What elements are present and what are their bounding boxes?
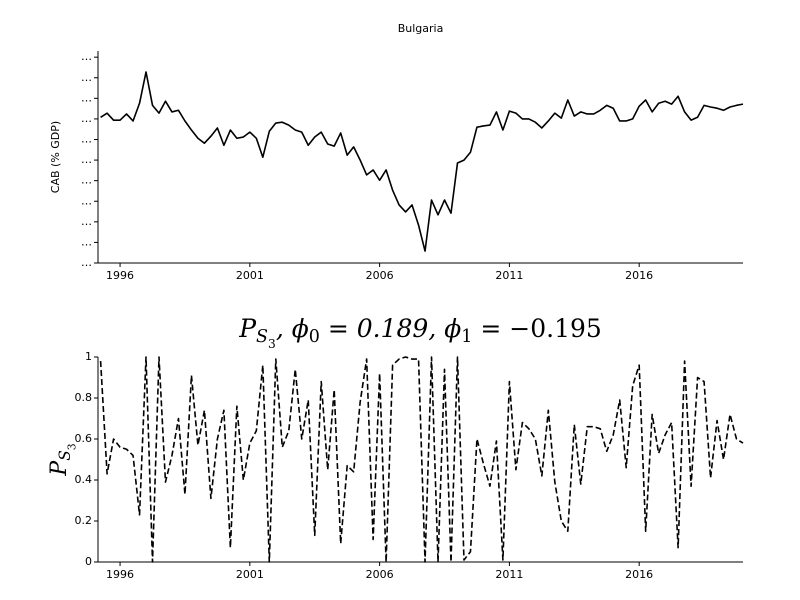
math-part: S: [256, 327, 268, 347]
math-part: 1: [461, 327, 472, 347]
math-part: 0: [309, 327, 320, 347]
y-tick-label: …: [81, 194, 92, 207]
y-tick-label: 0.8: [75, 391, 93, 404]
math-part: = 0.189, ϕ: [320, 314, 461, 343]
x-tick-label: 1996: [106, 269, 134, 282]
y-tick-label: …: [81, 153, 92, 166]
math-part: 3: [65, 443, 78, 450]
chart-title: Bulgaria: [398, 22, 444, 35]
x-tick-label: 1996: [106, 568, 134, 581]
data-line: [99, 356, 744, 563]
math-part: P: [238, 314, 257, 343]
y-tick-label: 0.2: [75, 514, 93, 527]
math-part: P: [47, 460, 72, 477]
y-tick-label: 1: [85, 350, 92, 363]
x-tick-label: 2016: [625, 269, 653, 282]
y-tick-label: 0.6: [75, 432, 93, 445]
y-tick-label: …: [81, 50, 92, 63]
math-part: = −0.195: [472, 314, 601, 343]
y-tick-label: …: [81, 256, 92, 269]
chart-title: PS3, ϕ0 = 0.189, ϕ1 = −0.195: [238, 314, 602, 351]
y-tick-label: …: [81, 133, 92, 146]
y-axis-label: PS3: [47, 443, 78, 476]
x-tick-label: 2001: [236, 269, 264, 282]
x-tick-label: 2006: [366, 568, 394, 581]
y-tick-label: …: [81, 174, 92, 187]
y-tick-label: …: [81, 235, 92, 248]
y-tick-label: …: [81, 215, 92, 228]
x-tick-label: 2011: [495, 568, 523, 581]
y-tick-label: 0: [85, 555, 92, 568]
y-tick-label: 0.4: [75, 473, 93, 486]
x-tick-label: 2016: [625, 568, 653, 581]
math-part: S: [56, 450, 74, 461]
x-tick-label: 2001: [236, 568, 264, 581]
math-part: 3: [268, 337, 276, 351]
x-tick-label: 2006: [366, 269, 394, 282]
y-tick-label: …: [81, 91, 92, 104]
math-part: , ϕ: [276, 314, 309, 343]
y-axis-label: CAB (% GDP): [49, 121, 62, 193]
data-line: [100, 71, 744, 252]
y-tick-label: …: [81, 112, 92, 125]
x-tick-label: 2011: [495, 269, 523, 282]
y-tick-label: …: [81, 71, 92, 84]
